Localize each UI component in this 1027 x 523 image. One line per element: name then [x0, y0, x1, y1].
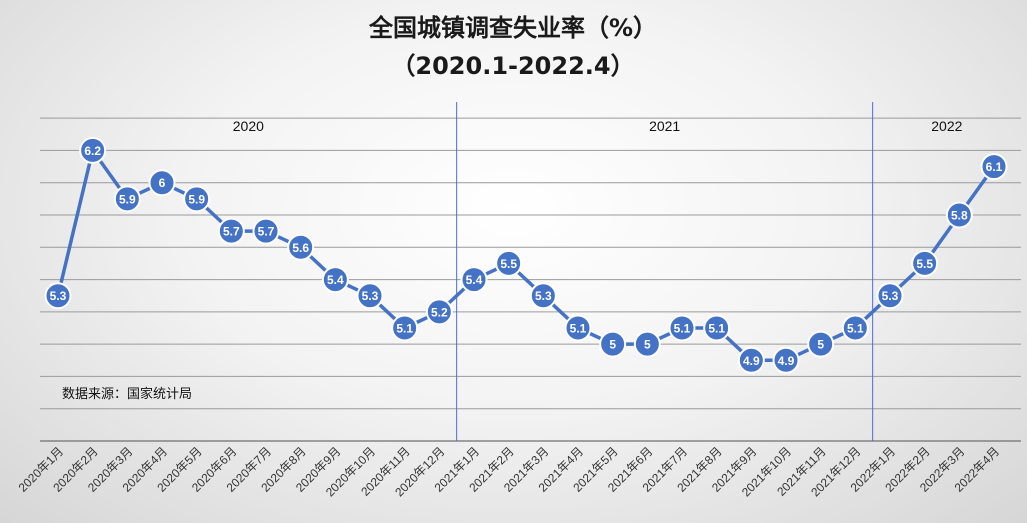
data-marker [217, 217, 245, 245]
data-point: 5.9 [183, 185, 211, 213]
data-marker [599, 330, 627, 358]
series-line-layer [56, 148, 996, 363]
data-label: 5.3 [362, 289, 379, 303]
data-point: 5.8 [945, 201, 973, 229]
data-label: 5.1 [570, 322, 587, 336]
data-label: 5.4 [466, 273, 483, 287]
data-label: 5 [644, 338, 651, 352]
data-marker [391, 314, 419, 342]
data-point: 5.3 [876, 282, 904, 310]
data-label: 5.1 [396, 322, 413, 336]
data-label: 5.9 [119, 192, 136, 206]
data-point: 5.4 [460, 266, 488, 294]
data-label: 5 [609, 338, 616, 352]
chart-subtitle: （2020.1-2022.4） [391, 52, 634, 80]
data-marker [703, 314, 731, 342]
year-label: 2022 [931, 118, 962, 134]
data-point: 5.1 [564, 314, 592, 342]
data-label: 5.5 [916, 257, 933, 271]
data-marker [287, 233, 315, 261]
x-tick-labels: 2020年1月2020年2月2020年3月2020年4月2020年5月2020年… [16, 444, 1002, 499]
data-label: 5.3 [535, 289, 552, 303]
data-label: 6.2 [84, 144, 101, 158]
data-marker [79, 136, 107, 164]
data-point: 4.9 [772, 346, 800, 374]
data-point: 5.6 [287, 233, 315, 261]
data-label: 5.1 [708, 322, 725, 336]
data-label: 4.9 [743, 354, 760, 368]
year-label: 2020 [233, 118, 264, 134]
data-marker [807, 330, 835, 358]
data-marker [737, 346, 765, 374]
data-points: 5.3 6.2 5.9 6 5.9 5.7 5.7 5.6 5.4 5.3 5.1 5.2 5.4 5.5… [44, 136, 1008, 374]
data-marker [425, 298, 453, 326]
year-labels: 2020 2021 2022 [233, 118, 963, 134]
data-marker [183, 185, 211, 213]
data-marker [252, 217, 280, 245]
data-marker [841, 314, 869, 342]
data-point: 5.2 [425, 298, 453, 326]
data-label: 5.4 [327, 273, 344, 287]
data-label: 5 [817, 338, 824, 352]
data-marker [772, 346, 800, 374]
data-label: 5.1 [674, 322, 691, 336]
data-point: 5.5 [495, 249, 523, 277]
data-point: 5 [807, 330, 835, 358]
data-point: 5 [599, 330, 627, 358]
data-marker [980, 153, 1008, 181]
data-point: 6.2 [79, 136, 107, 164]
data-point: 5.3 [44, 282, 72, 310]
data-point: 5.9 [113, 185, 141, 213]
data-label: 5.5 [500, 257, 517, 271]
data-marker [495, 249, 523, 277]
data-marker [321, 266, 349, 294]
data-marker [668, 314, 696, 342]
data-point: 5.7 [252, 217, 280, 245]
data-label: 4.9 [778, 354, 795, 368]
data-label: 5.7 [258, 225, 275, 239]
data-point: 5 [633, 330, 661, 358]
data-point: 5.1 [668, 314, 696, 342]
data-point: 5.7 [217, 217, 245, 245]
year-dividers [456, 102, 874, 441]
data-marker [911, 249, 939, 277]
data-label: 5.3 [882, 289, 899, 303]
data-label: 5.8 [951, 209, 968, 223]
data-point: 5.1 [391, 314, 419, 342]
data-point: 4.9 [737, 346, 765, 374]
data-marker [876, 282, 904, 310]
chart-title: 全国城镇调查失业率（%） [368, 14, 657, 42]
data-label: 5.9 [188, 192, 205, 206]
data-label: 5.1 [847, 322, 864, 336]
data-label: 5.3 [50, 289, 67, 303]
data-label: 5.7 [223, 225, 240, 239]
data-label: 6 [159, 176, 166, 190]
source-note: 数据来源：国家统计局 [62, 386, 192, 402]
data-marker [113, 185, 141, 213]
data-point: 5.3 [529, 282, 557, 310]
data-point: 5.4 [321, 266, 349, 294]
data-marker [148, 169, 176, 197]
data-marker [460, 266, 488, 294]
data-point: 5.3 [356, 282, 384, 310]
data-point: 6.1 [980, 153, 1008, 181]
data-point: 5.1 [841, 314, 869, 342]
year-label: 2021 [649, 118, 680, 134]
data-marker [356, 282, 384, 310]
gridlines [40, 117, 1021, 442]
data-point: 6 [148, 169, 176, 197]
data-label: 5.2 [431, 305, 448, 319]
data-marker [564, 314, 592, 342]
data-point: 5.1 [703, 314, 731, 342]
data-label: 5.6 [292, 241, 309, 255]
data-label: 6.1 [986, 160, 1003, 174]
data-marker [945, 201, 973, 229]
data-marker [633, 330, 661, 358]
data-marker [529, 282, 557, 310]
series-line [56, 148, 996, 363]
data-point: 5.5 [911, 249, 939, 277]
data-marker [44, 282, 72, 310]
